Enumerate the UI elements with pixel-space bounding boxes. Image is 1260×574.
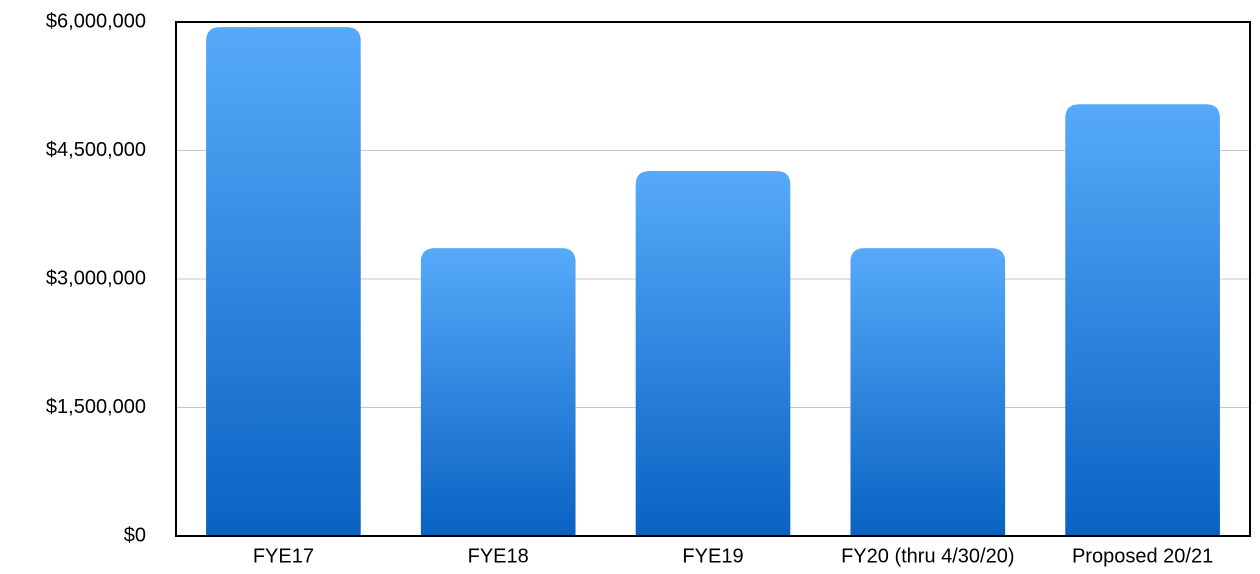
x-tick-label: FYE17 [253, 545, 314, 567]
x-tick-label: Proposed 20/21 [1072, 545, 1213, 567]
y-tick-label: $3,000,000 [46, 267, 146, 289]
plot-frame [175, 21, 1251, 537]
bar [206, 27, 361, 536]
y-tick-label: $0 [124, 524, 146, 546]
bar [420, 248, 576, 536]
x-tick-label: FY20 (thru 4/30/20) [841, 545, 1014, 567]
bar [1065, 104, 1220, 537]
y-tick-label: $4,500,000 [46, 139, 146, 161]
y-tick-label: $1,500,000 [46, 396, 146, 418]
bar [635, 171, 791, 536]
y-tick-label: $6,000,000 [46, 10, 146, 32]
x-tick-label: FYE18 [468, 545, 529, 567]
x-tick-label: FYE19 [682, 545, 743, 567]
bar [850, 248, 1006, 536]
